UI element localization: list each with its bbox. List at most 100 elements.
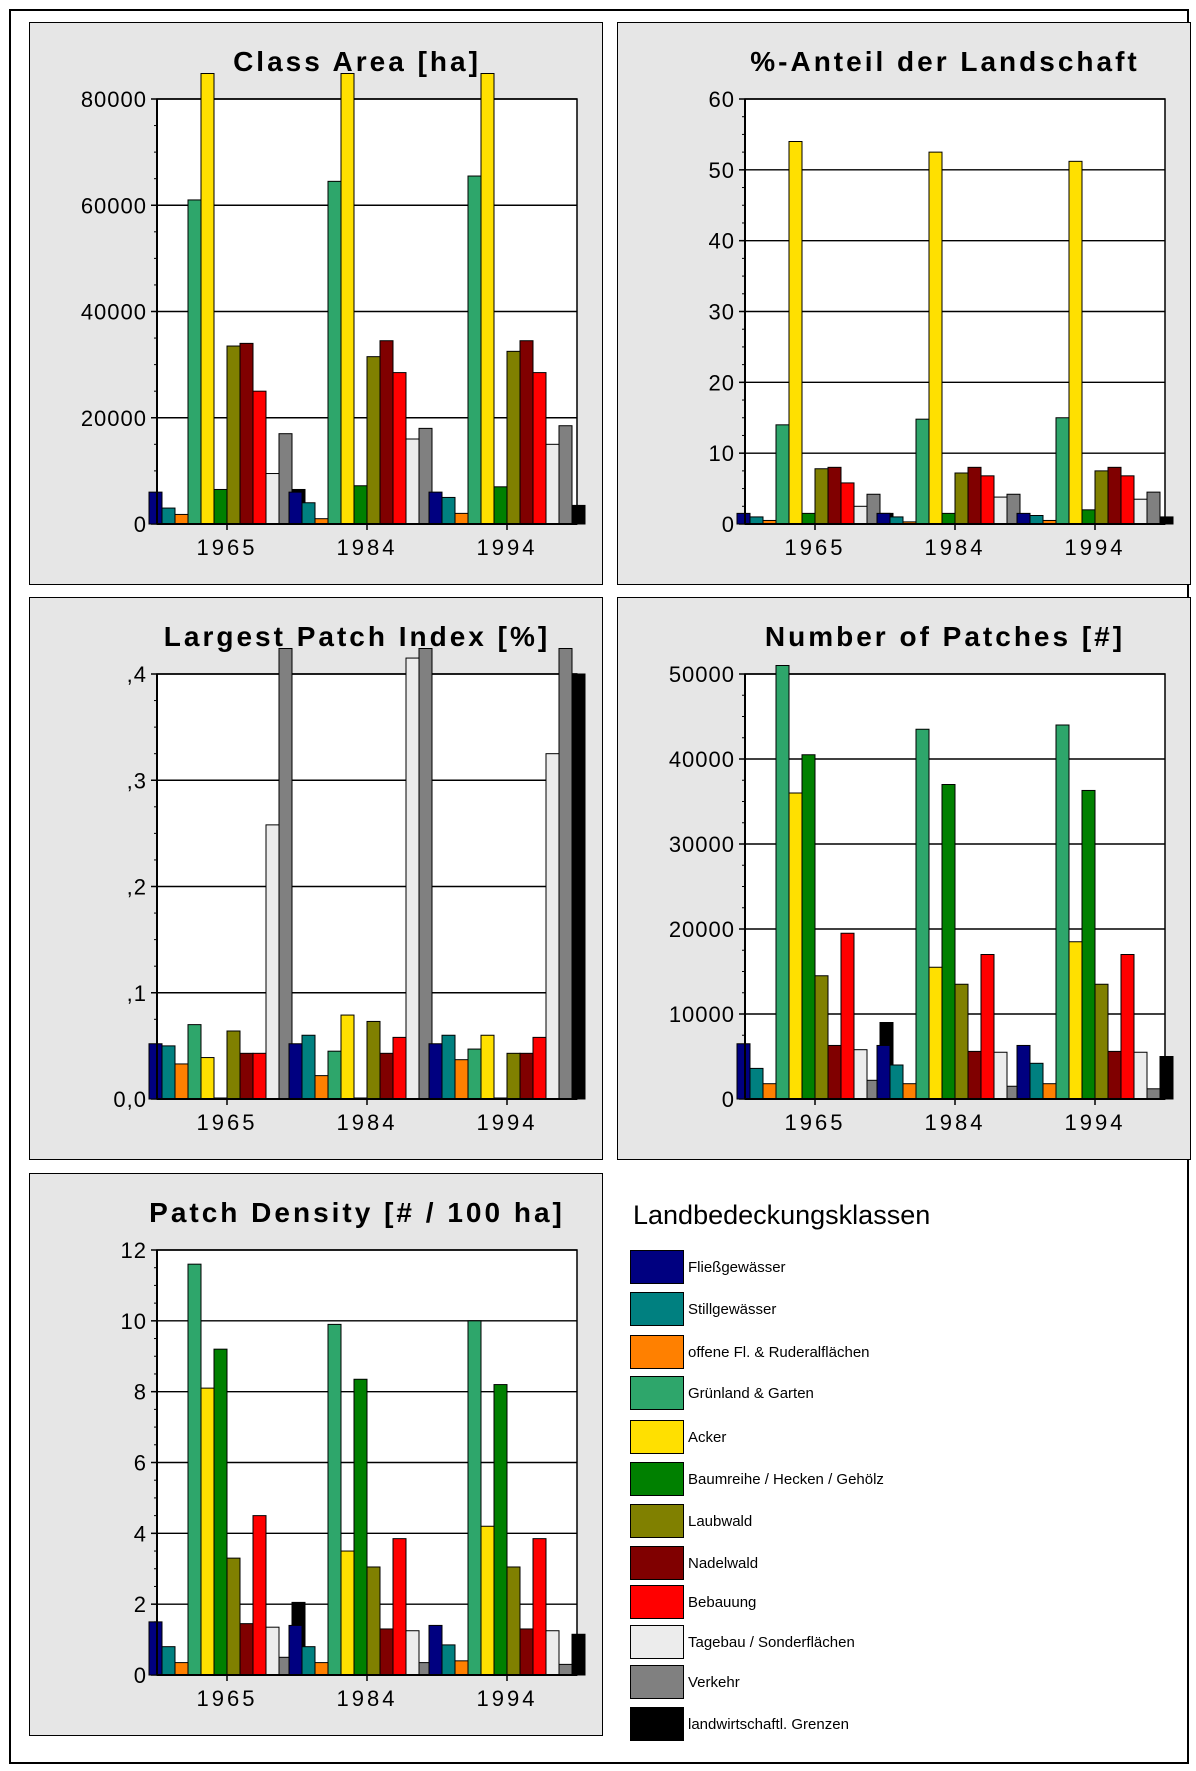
bar	[379, 1052, 394, 1100]
bar	[226, 345, 241, 525]
legend-swatch	[630, 1504, 684, 1538]
chart-svg: 0,0 ,1 ,2 ,3 ,4 1965 1984 1994 Largest Patch Ind…	[113, 621, 586, 1135]
bar	[301, 1646, 316, 1676]
bar	[1016, 1044, 1031, 1100]
legend-item: Fließgewässer	[630, 1250, 786, 1284]
bar	[1094, 983, 1109, 1100]
y-tick-label: 50000	[669, 662, 735, 687]
bar	[288, 1043, 303, 1100]
bar	[980, 475, 995, 525]
bar	[174, 513, 189, 525]
y-tick-label: 6	[134, 1451, 147, 1476]
bar	[928, 966, 943, 1100]
legend-swatch	[630, 1665, 684, 1699]
bar	[801, 754, 816, 1100]
bar	[967, 466, 982, 525]
bar	[161, 1045, 176, 1100]
bar	[545, 1630, 560, 1676]
y-tick-label: 0	[722, 1087, 735, 1112]
bar	[532, 1036, 547, 1100]
bar	[278, 648, 293, 1100]
chart-title: Largest Patch Index [%]	[164, 621, 550, 652]
x-tick-label: 1965	[785, 535, 846, 560]
bar	[428, 1624, 443, 1676]
y-tick-label: 20	[709, 370, 735, 395]
bar	[340, 1550, 355, 1676]
bar	[993, 496, 1008, 525]
bar	[853, 505, 868, 525]
y-tick-label: 60000	[81, 193, 147, 218]
y-tick-label: 40000	[81, 300, 147, 325]
bar	[353, 485, 368, 525]
bar	[1120, 954, 1135, 1100]
y-tick-label: 20000	[81, 406, 147, 431]
bar	[392, 372, 407, 525]
y-tick-label: 60	[709, 87, 735, 112]
bar	[467, 1320, 482, 1676]
x-tick-label: 1984	[337, 1110, 398, 1135]
y-tick-label: 10	[709, 441, 735, 466]
bar	[480, 73, 495, 525]
legend-swatch	[630, 1376, 684, 1410]
x-tick-label: 1965	[197, 1686, 258, 1711]
bar	[265, 824, 280, 1100]
bar	[1133, 1051, 1148, 1100]
bar	[493, 486, 508, 525]
chart-svg: 0 2 4 6 8 10 12 1965 1984 1994 Patch Density [# / …	[121, 1197, 586, 1711]
bar	[148, 491, 163, 525]
bar	[174, 1662, 189, 1676]
legend-label: Tagebau / Sonderflächen	[688, 1633, 855, 1651]
y-tick-label: ,1	[127, 981, 147, 1006]
bar	[762, 1083, 777, 1100]
bar	[558, 1663, 573, 1676]
bar	[187, 1263, 202, 1676]
y-tick-label: 30	[709, 300, 735, 325]
bar	[775, 665, 790, 1100]
bar	[340, 73, 355, 525]
bar	[1016, 512, 1031, 525]
bar	[889, 516, 904, 525]
legend-label: Laubwald	[688, 1512, 753, 1530]
bar	[928, 151, 943, 525]
bar	[301, 1034, 316, 1100]
bar	[889, 1064, 904, 1100]
legend-label: Baumreihe / Hecken / Gehölz	[688, 1470, 884, 1488]
legend-swatch	[630, 1292, 684, 1326]
bar	[827, 466, 842, 525]
bar	[288, 491, 303, 525]
bar	[314, 1075, 329, 1100]
legend-label: Fließgewässer	[688, 1258, 786, 1276]
bar	[418, 648, 433, 1100]
bar	[327, 1050, 342, 1100]
bar	[327, 1323, 342, 1676]
bar	[736, 1043, 751, 1100]
bar	[1146, 1088, 1161, 1100]
bar	[226, 1030, 241, 1100]
bar	[545, 443, 560, 525]
bar	[545, 753, 560, 1100]
y-tick-label: 0,0	[113, 1087, 147, 1112]
bar	[1055, 417, 1070, 525]
bar	[1068, 941, 1083, 1100]
bar	[749, 1067, 764, 1100]
bar	[1055, 724, 1070, 1100]
bar	[480, 1525, 495, 1676]
bar	[1133, 498, 1148, 525]
bar	[366, 1566, 381, 1676]
bar	[775, 424, 790, 525]
legend-swatch	[630, 1585, 684, 1619]
bar	[379, 340, 394, 525]
bar	[252, 390, 267, 525]
bar	[532, 372, 547, 525]
legend-swatch	[630, 1546, 684, 1580]
bar	[840, 932, 855, 1100]
bar	[736, 512, 751, 525]
bar	[801, 512, 816, 525]
bar	[915, 418, 930, 525]
x-tick-label: 1994	[1065, 535, 1126, 560]
y-tick-label: 30000	[669, 832, 735, 857]
legend-label: Acker	[688, 1428, 727, 1446]
legend-item: Nadelwald	[630, 1546, 758, 1580]
bar	[366, 1020, 381, 1100]
bar	[340, 1014, 355, 1100]
